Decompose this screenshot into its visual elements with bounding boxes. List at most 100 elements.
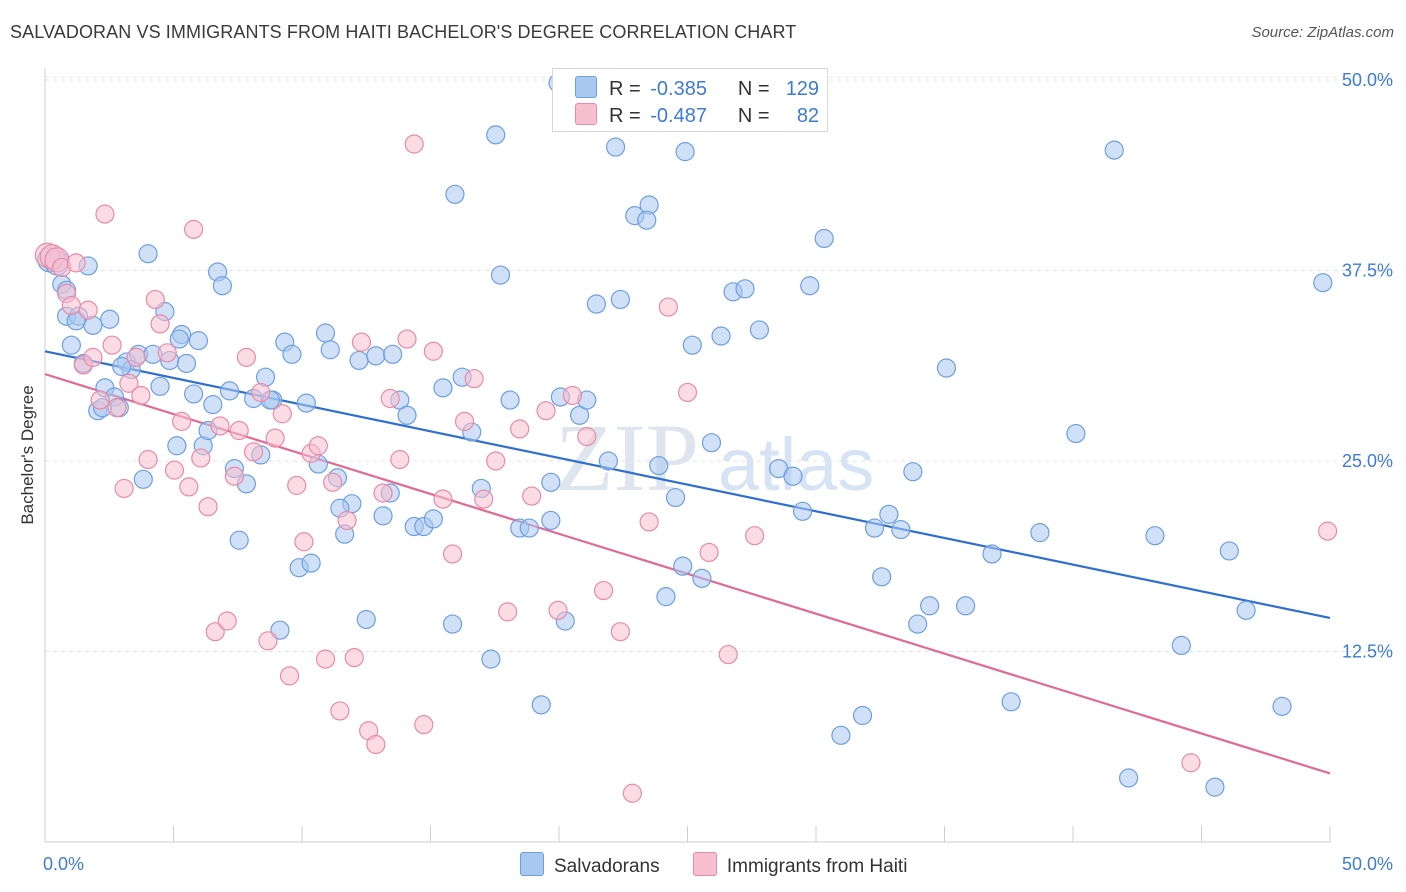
salvadoran-point xyxy=(282,344,302,364)
salvadoran-point xyxy=(423,509,443,529)
haiti-point xyxy=(205,622,225,642)
haiti-point xyxy=(718,644,738,665)
salvadoran-point xyxy=(184,384,204,404)
haiti-point xyxy=(344,647,364,668)
haiti-point xyxy=(224,466,244,486)
haiti-point xyxy=(1181,753,1201,773)
salvadoran-point xyxy=(814,228,834,249)
haiti-point xyxy=(279,666,300,686)
salvadoran-point xyxy=(673,556,693,576)
salvadoran-point xyxy=(397,405,417,425)
haiti-point xyxy=(397,329,417,349)
haiti-point xyxy=(126,347,146,367)
haiti-point xyxy=(184,219,204,239)
salvadoran-point xyxy=(541,510,561,531)
salvadoran-point xyxy=(541,472,561,492)
haiti-point xyxy=(198,497,218,517)
salvadoran-point xyxy=(188,331,209,351)
y-axis-label: Bachelor's Degree xyxy=(18,385,37,525)
haiti-point xyxy=(236,347,256,367)
legend-item-salvadorans: Salvadorans xyxy=(520,852,660,878)
watermark-atlas: atlas xyxy=(718,423,874,506)
haiti-point xyxy=(83,347,103,367)
y-tick-label: 25.0% xyxy=(1342,451,1393,471)
haiti-point xyxy=(272,404,292,424)
legend-n-value: 129 xyxy=(785,78,820,100)
haiti-point xyxy=(157,343,177,363)
salvadoran-point xyxy=(831,725,851,745)
haiti-point xyxy=(102,335,122,355)
salvadoran-point xyxy=(1145,526,1165,546)
salvadoran-point xyxy=(442,614,463,634)
salvadoran-point xyxy=(356,609,376,630)
haiti-point xyxy=(251,382,271,403)
haiti-point xyxy=(131,385,151,406)
haiti-point xyxy=(119,373,139,393)
haiti-point xyxy=(380,388,400,409)
haiti-point xyxy=(351,332,372,352)
salvadoran-point xyxy=(1104,140,1124,160)
salvadoran-point xyxy=(675,142,695,162)
legend-swatch-pink xyxy=(692,852,717,876)
legend-row-haiti: R = -0.487 N = 82 xyxy=(575,103,819,127)
series-legend: Salvadorans Immigrants from Haiti xyxy=(520,852,935,878)
salvadoran-point xyxy=(531,695,551,715)
salvadoran-point xyxy=(692,568,712,588)
haiti-point xyxy=(536,401,556,421)
salvadoran-point xyxy=(1313,273,1333,293)
salvadoran-point xyxy=(373,506,393,526)
data-points xyxy=(34,73,1338,803)
haiti-point xyxy=(287,475,307,495)
salvadoran-point xyxy=(486,125,506,145)
salvadoran-point xyxy=(320,340,340,360)
salvadoran-point xyxy=(605,137,626,157)
haiti-point xyxy=(639,512,659,532)
axes xyxy=(44,68,1331,843)
haiti-point xyxy=(78,300,98,320)
salvadoran-point xyxy=(749,320,770,340)
haiti-point xyxy=(138,449,158,470)
haiti-point xyxy=(229,420,249,441)
salvadoran-point xyxy=(711,326,731,346)
salvadoran-point xyxy=(167,436,187,456)
salvadoran-point xyxy=(735,279,755,299)
legend-swatch-blue xyxy=(520,852,544,876)
haiti-point xyxy=(373,483,393,503)
y-tick-label: 12.5% xyxy=(1342,642,1393,662)
salvadoran-point xyxy=(349,350,369,371)
legend-row-salvadorans: R = -0.385 N = 129 xyxy=(575,76,820,100)
haiti-point xyxy=(217,611,237,631)
salvadoran-point xyxy=(301,553,321,573)
salvadoran-point xyxy=(955,596,976,616)
haiti-point xyxy=(404,134,424,154)
haiti-point xyxy=(107,398,127,418)
haiti-point xyxy=(337,510,357,531)
haiti-point xyxy=(745,526,765,546)
tick-labels: 12.5% 25.0% 37.5% 50.0% 0.0% 50.0% xyxy=(43,70,1393,874)
haiti-point xyxy=(442,544,463,564)
salvadoran-point xyxy=(649,455,669,476)
salvadoran-point xyxy=(598,451,618,471)
salvadoran-point xyxy=(112,356,132,377)
haiti-point xyxy=(95,204,115,224)
legend-swatch-blue xyxy=(575,76,597,98)
salvadoran-point xyxy=(150,376,170,396)
haiti-point xyxy=(498,602,518,622)
salvadoran-point xyxy=(229,530,249,550)
salvadoran-point xyxy=(872,567,892,587)
haiti-point xyxy=(390,449,410,470)
haiti-point xyxy=(210,416,230,436)
salvadoran-point xyxy=(433,378,453,398)
salvadoran-point xyxy=(701,433,722,453)
legend-n-label: N = xyxy=(737,105,770,127)
haiti-point xyxy=(366,734,386,755)
y-tick-label: 50.0% xyxy=(1342,70,1393,90)
haiti-point xyxy=(522,486,542,506)
salvadoran-point xyxy=(100,309,120,329)
haiti-point xyxy=(323,472,343,492)
salvadoran-point xyxy=(500,390,520,410)
haiti-point xyxy=(61,295,81,316)
haiti-point xyxy=(258,631,278,651)
salvadoran-point xyxy=(1066,423,1086,444)
